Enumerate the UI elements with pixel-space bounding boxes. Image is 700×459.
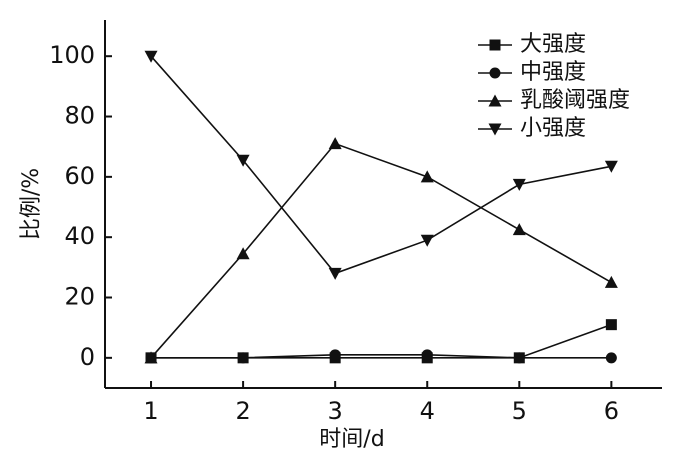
x-tick-label: 4 <box>420 397 435 425</box>
y-tick-label: 80 <box>64 102 95 130</box>
x-tick-label: 1 <box>143 397 158 425</box>
data-point <box>236 247 250 260</box>
data-point <box>420 234 434 247</box>
series-line <box>151 323 612 359</box>
x-tick-label: 5 <box>512 397 527 425</box>
x-axis-label: 时间/d <box>319 427 384 452</box>
data-point <box>237 352 249 364</box>
data-point <box>512 178 526 191</box>
series-line <box>150 142 612 359</box>
y-tick-label: 0 <box>80 343 95 371</box>
data-point <box>144 50 158 63</box>
legend-label: 大强度 <box>520 32 586 57</box>
legend-label: 中强度 <box>520 60 586 85</box>
data-point <box>328 267 342 280</box>
legend-marker <box>488 123 502 136</box>
data-point <box>604 160 618 173</box>
series-line <box>150 55 612 275</box>
data-point <box>328 137 342 150</box>
legend-marker <box>489 67 501 79</box>
data-point <box>513 352 525 364</box>
data-point <box>144 351 158 364</box>
legend-marker <box>489 39 501 51</box>
y-tick-label: 60 <box>64 162 95 190</box>
data-point <box>421 349 433 361</box>
series-line <box>151 354 612 359</box>
data-point <box>329 349 341 361</box>
y-tick-label: 20 <box>64 283 95 311</box>
y-tick-label: 100 <box>49 41 95 69</box>
y-axis-label: 比例/% <box>19 168 44 240</box>
legend-marker <box>488 94 502 107</box>
y-tick-label: 40 <box>64 222 95 250</box>
data-point <box>512 223 526 236</box>
data-point <box>236 154 250 167</box>
data-point <box>604 275 618 288</box>
x-tick-label: 3 <box>328 397 343 425</box>
x-tick-label: 2 <box>235 397 250 425</box>
legend-label: 乳酸阈强度 <box>520 88 630 113</box>
legend-label: 小强度 <box>520 116 586 141</box>
data-point <box>420 170 434 183</box>
data-point <box>605 319 617 331</box>
data-point <box>605 352 617 364</box>
x-tick-label: 6 <box>604 397 619 425</box>
